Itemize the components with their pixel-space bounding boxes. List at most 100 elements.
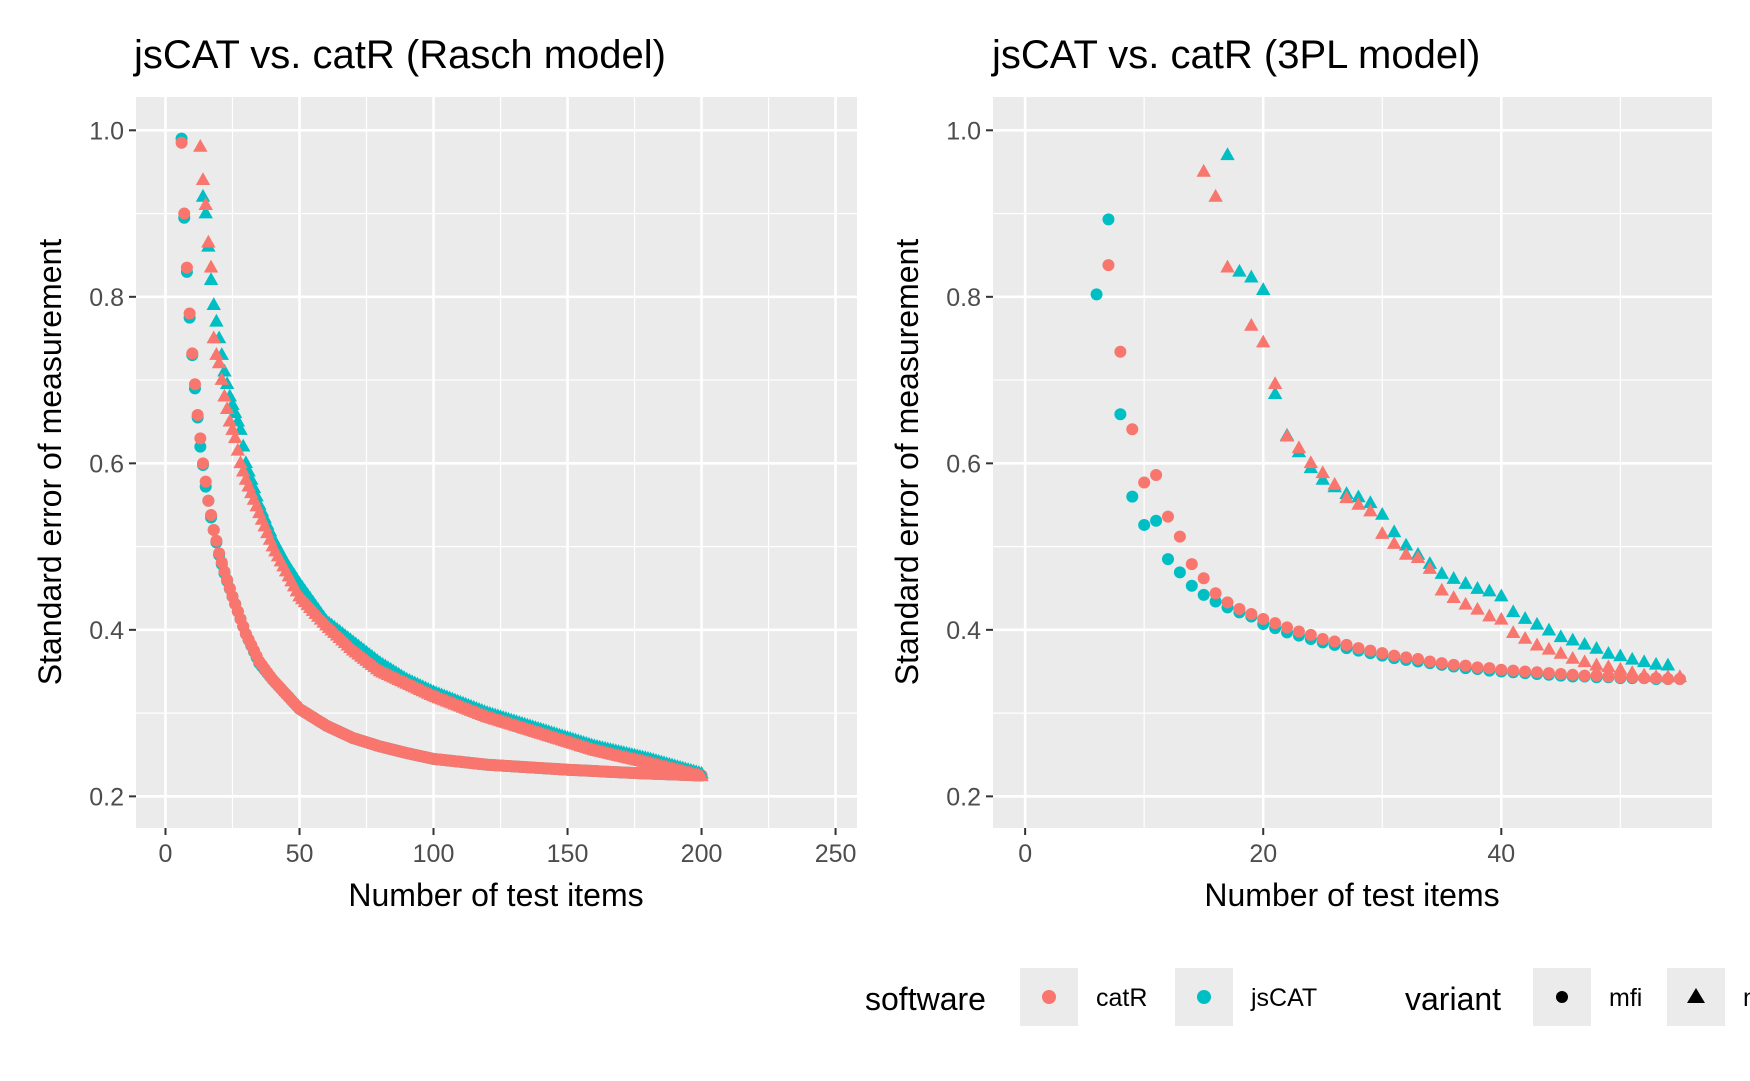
3pl-point-jsCAT-mfi-random: [1494, 588, 1509, 602]
3pl-point-jsCAT-mfi-random: [1565, 632, 1580, 646]
3pl-panel: jsCAT vs. catR (3PL model) 0 20 40 0.2 0.4 0.…: [889, 33, 1712, 913]
3pl-point-jsCAT-mfi-random: [1636, 654, 1652, 668]
rasch-x-tick-label: 200: [681, 840, 723, 868]
rasch-title: jsCAT vs. catR (Rasch model): [133, 33, 666, 77]
rasch-y-tick-label: 0.2: [89, 783, 124, 811]
legend-key-mfi-random: [1687, 988, 1705, 1003]
3pl-point-catR-mfi: [1459, 659, 1472, 672]
3pl-point-jsCAT-mfi-random: [1446, 571, 1461, 584]
3pl-point-catR-mfi: [1566, 668, 1579, 681]
3pl-point-jsCAT-mfi-random: [1398, 537, 1414, 551]
3pl-point-catR-mfi: [1531, 666, 1544, 679]
3pl-point-catR-mfi-random: [1291, 440, 1307, 454]
3pl-y-tick-label: 0.4: [946, 617, 981, 645]
3pl-point-catR-mfi: [1102, 259, 1115, 272]
rasch-point-catR-mfi-random: [227, 430, 243, 444]
rasch-point-catR-mfi: [175, 136, 188, 149]
legend-key-catR: [1042, 990, 1056, 1004]
3pl-point-catR-mfi: [1269, 617, 1282, 630]
3pl-point-catR-mfi-random: [1375, 526, 1390, 539]
3pl-point-catR-mfi: [1138, 476, 1151, 489]
3pl-point-catR-mfi: [1328, 635, 1341, 648]
3pl-x-tick-label: 20: [1249, 840, 1277, 868]
3pl-point-jsCAT-mfi-random: [1529, 616, 1545, 630]
rasch-point-catR-mfi-random: [211, 355, 227, 369]
rasch-point-catR-mfi-random: [230, 442, 246, 456]
3pl-point-catR-mfi-random: [1434, 582, 1449, 596]
3pl-point-catR-mfi: [1602, 670, 1615, 683]
3pl-point-jsCAT-mfi-random: [1660, 657, 1676, 671]
rasch-x-tick-label: 150: [547, 840, 589, 868]
rasch-point-jsCAT-mfi-random: [203, 272, 219, 285]
3pl-point-catR-mfi: [1221, 596, 1234, 609]
rasch-y-axis-title: Standard error of measurement: [32, 239, 68, 686]
3pl-point-catR-mfi-random: [1327, 476, 1342, 490]
3pl-point-jsCAT-mfi-random: [1244, 269, 1259, 283]
rasch-point-catR-mfi: [183, 307, 196, 320]
3pl-point-catR-mfi: [1316, 633, 1329, 646]
3pl-point-catR-mfi-random: [1517, 631, 1533, 644]
3pl-axes: 0 20 40 0.2 0.4 0.6 0.8 1.0: [946, 117, 1515, 868]
3pl-x-tick-label: 0: [1018, 840, 1032, 868]
rasch-mfi-points: [175, 132, 708, 782]
rasch-point-catR-mfi-random: [214, 372, 229, 385]
rasch-axes: 0 50 100 150 200 250 0.2 0.4 0.6 0.8 1.0: [89, 117, 856, 868]
rasch-point-jsCAT-mfi: [194, 440, 207, 453]
3pl-point-catR-mfi: [1578, 669, 1591, 682]
legend-key-jsCAT: [1197, 990, 1211, 1004]
3pl-point-catR-mfi: [1542, 667, 1555, 680]
3pl-point-catR-mfi: [1483, 662, 1496, 675]
3pl-point-catR-mfi-random: [1244, 317, 1259, 331]
3pl-point-catR-mfi-random: [1577, 654, 1592, 668]
rasch-point-catR-mfi-random: [236, 463, 251, 477]
3pl-point-jsCAT-mfi-random: [1256, 282, 1271, 295]
rasch-point-catR-mfi-random: [209, 347, 224, 360]
3pl-point-catR-mfi: [1292, 625, 1305, 638]
3pl-point-catR-mfi: [1400, 651, 1413, 664]
3pl-point-catR-mfi-random: [1422, 561, 1438, 574]
3pl-point-catR-mfi-random: [1196, 163, 1211, 177]
3pl-point-catR-mfi-random: [1672, 669, 1688, 683]
3pl-y-tick-label: 0.2: [946, 783, 981, 811]
3pl-point-catR-mfi-random: [1494, 611, 1509, 625]
3pl-point-catR-mfi-random: [1256, 334, 1271, 348]
legend-label-catR: catR: [1096, 984, 1147, 1012]
3pl-point-catR-mfi-random: [1446, 590, 1461, 604]
rasch-point-catR-mfi-random: [694, 768, 709, 782]
rasch-point-catR-mfi-random: [203, 259, 219, 273]
rasch-panel: jsCAT vs. catR (Rasch model) 0 50 100 150 20…: [32, 33, 857, 913]
3pl-point-jsCAT-mfi-random: [1613, 648, 1628, 662]
3pl-point-catR-mfi-random: [1303, 455, 1319, 469]
rasch-point-catR-mfi-random: [219, 401, 235, 415]
3pl-y-tick-label: 1.0: [946, 117, 981, 145]
legend-key-mfi: [1556, 991, 1568, 1003]
3pl-point-jsCAT-mfi-random: [1577, 636, 1592, 650]
3pl-point-catR-mfi: [1173, 530, 1186, 543]
3pl-point-catR-mfi: [1281, 621, 1294, 634]
rasch-point-jsCAT-mfi-random: [209, 313, 224, 327]
3pl-point-catR-mfi: [1114, 345, 1127, 358]
rasch-point-catR-mfi: [188, 378, 201, 391]
3pl-point-catR-mfi: [1495, 663, 1508, 676]
rasch-y-tick-label: 0.4: [89, 617, 124, 645]
rasch-point-catR-mfi-random: [198, 197, 213, 211]
3pl-y-tick-label: 0.6: [946, 450, 981, 478]
rasch-point-catR-mfi: [213, 547, 226, 560]
rasch-y-tick-label: 1.0: [89, 117, 124, 145]
legend-label-jsCAT: jsCAT: [1250, 984, 1317, 1012]
3pl-point-catR-mfi: [1590, 669, 1603, 682]
rasch-point-catR-mfi: [210, 534, 223, 547]
3pl-point-catR-mfi: [1352, 642, 1365, 655]
3pl-point-jsCAT-mfi-random: [1506, 604, 1521, 618]
rasch-point-catR-mfi-random: [222, 413, 238, 427]
3pl-point-jsCAT-mfi: [1090, 288, 1103, 301]
rasch-point-catR-mfi: [199, 475, 212, 488]
3pl-point-catR-mfi: [1185, 558, 1198, 571]
3pl-point-jsCAT-mfi: [1173, 566, 1186, 579]
rasch-point-catR-mfi: [215, 556, 228, 569]
3pl-point-catR-mfi: [1364, 644, 1377, 657]
3pl-point-catR-mfi: [1376, 647, 1389, 660]
rasch-point-jsCAT-mfi-random: [206, 297, 221, 310]
rasch-point-catR-mfi-random: [233, 455, 248, 469]
